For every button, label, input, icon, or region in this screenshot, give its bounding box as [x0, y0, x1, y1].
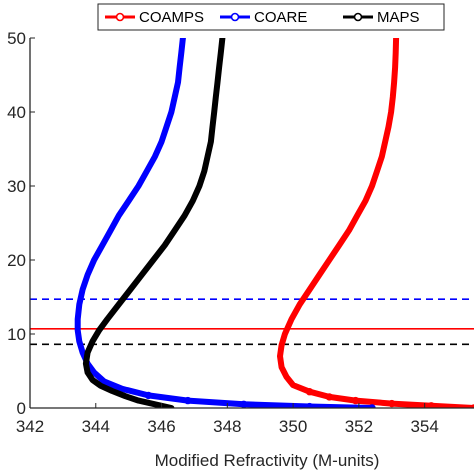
- axes: 342 344 346 348 350 352 354 0 10 20 30 40 50 Modified…: [7, 29, 474, 470]
- series-point-coamps: [427, 402, 435, 408]
- y-tick-label: 50: [7, 29, 26, 48]
- legend-box: [97, 3, 445, 31]
- y-tick-label: 20: [7, 251, 26, 270]
- series-point-coare: [368, 404, 376, 408]
- y-tick-label: 10: [7, 325, 26, 344]
- x-tick-label: 350: [279, 417, 307, 436]
- series-point-coare: [305, 402, 314, 408]
- series-point-coamps: [325, 393, 333, 401]
- plot-area: [30, 38, 474, 408]
- x-tick-label: 342: [16, 417, 44, 436]
- series-line-coamps: [277, 38, 474, 408]
- x-tick-label: 352: [345, 417, 373, 436]
- y-tick-label: 0: [17, 399, 26, 418]
- series-point-coamps: [388, 399, 396, 408]
- x-tick-label: 344: [82, 417, 110, 436]
- x-axis-title: Modified Refractivity (M-units): [155, 451, 380, 470]
- x-tick-label: 346: [147, 417, 175, 436]
- series-point-coare: [144, 391, 153, 400]
- legend: COAMPS COARE MAPS: [97, 3, 445, 31]
- series-line-maps: [82, 38, 226, 408]
- legend-marker-maps: [353, 12, 363, 22]
- legend-label-coare: COARE: [254, 9, 307, 26]
- series-line-coare: [74, 38, 375, 408]
- series-point-coamps: [351, 396, 360, 405]
- series-point-coare: [240, 400, 248, 408]
- series-point-coamps: [305, 388, 314, 396]
- x-tick-label: 354: [410, 417, 438, 436]
- legend-marker-coamps: [115, 12, 125, 22]
- y-tick-label: 30: [7, 177, 26, 196]
- series-point-coare: [184, 396, 192, 405]
- legend-label-maps: MAPS: [377, 9, 420, 26]
- y-tick-label: 40: [7, 103, 26, 122]
- x-tick-label: 348: [213, 417, 241, 436]
- legend-marker-coare: [230, 12, 240, 22]
- legend-label-coamps: COAMPS: [139, 9, 204, 26]
